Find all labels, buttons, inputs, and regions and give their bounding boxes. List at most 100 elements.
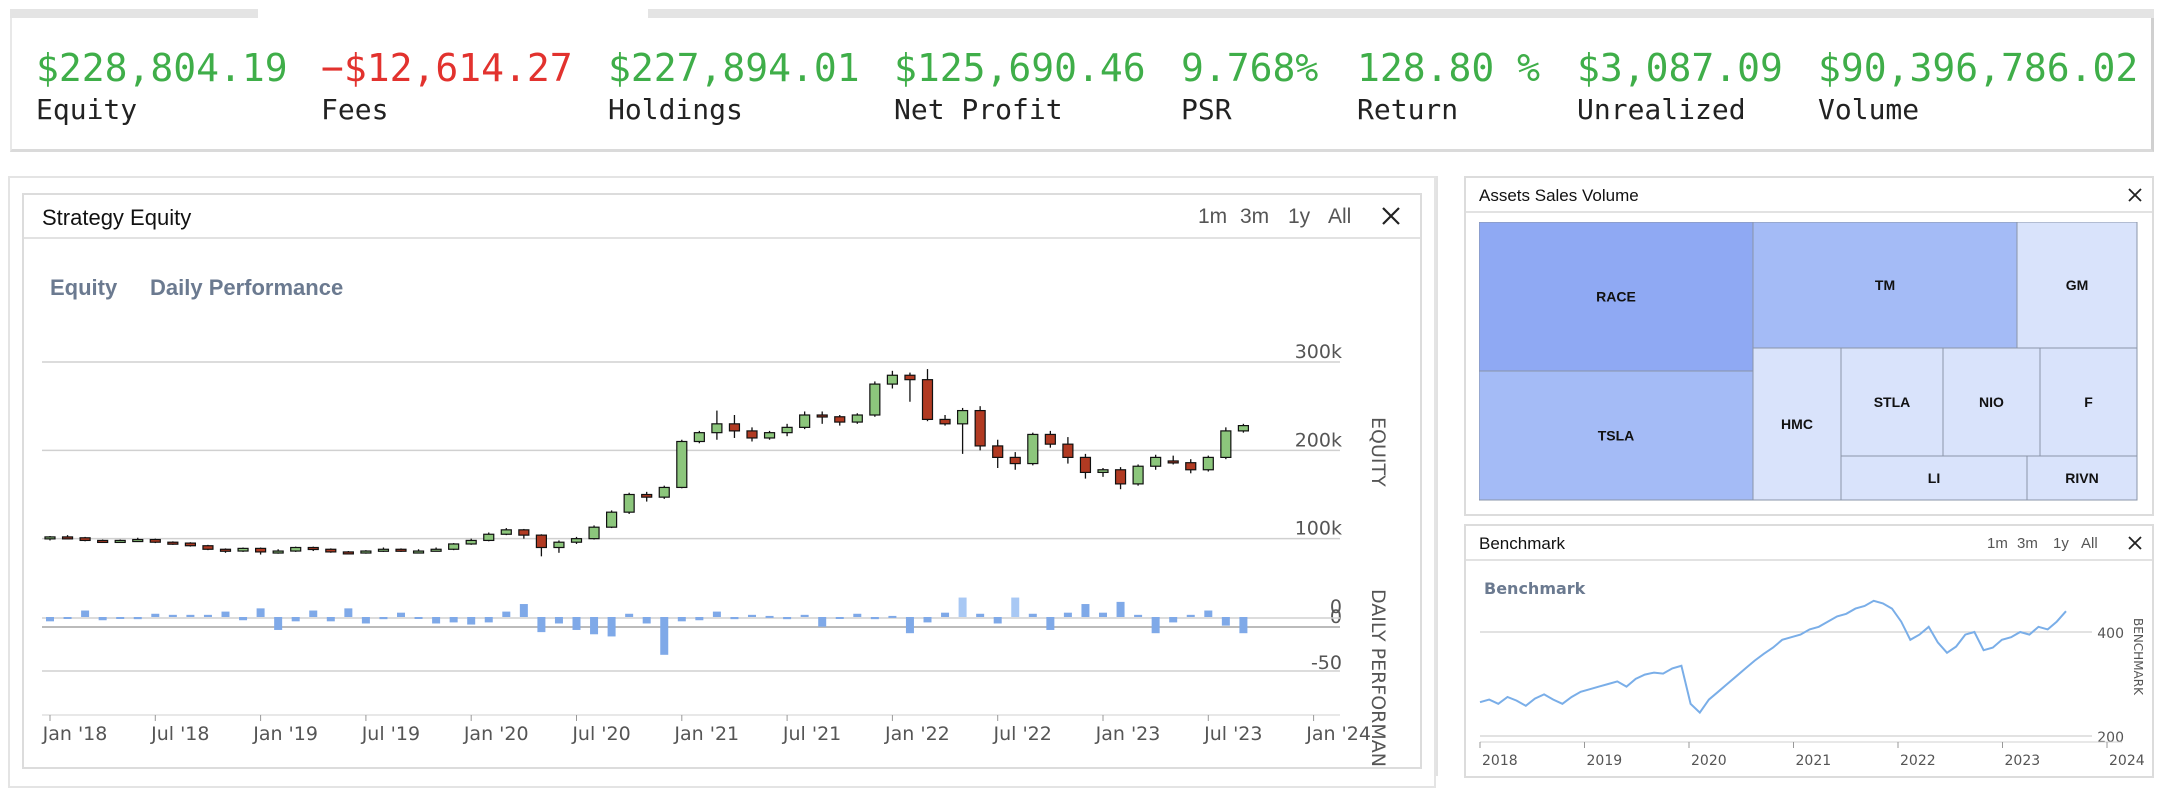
treemap-tile-label: TM	[1875, 277, 1895, 293]
equity-candle	[799, 414, 811, 428]
panel-header-divider	[1466, 559, 2152, 561]
performance-bar	[976, 613, 985, 617]
x-axis-tick-label: Jan '22	[884, 723, 950, 745]
equity-chart: 300k 200k 100k 0 EQUITY 0 -50 DAILY PERFORMANCE…	[42, 341, 1389, 767]
equity-candle	[658, 486, 670, 498]
treemap-tile	[2039, 347, 2138, 457]
range-1y-button[interactable]: 1y	[1288, 205, 1311, 228]
benchmark-axis-label: BENCHMARK	[2131, 618, 2145, 696]
stat-label: PSR	[1181, 93, 1232, 126]
performance-bar	[397, 612, 405, 617]
performance-bar	[432, 617, 441, 624]
equity-candle	[623, 493, 635, 513]
equity-candle	[1132, 465, 1144, 485]
performance-bar	[642, 617, 651, 624]
equity-candle	[1185, 462, 1197, 471]
range-all-button[interactable]: All	[1328, 205, 1352, 228]
performance-bar	[116, 617, 125, 619]
top-scroll-bar-right	[648, 9, 2154, 18]
equity-candle	[570, 538, 583, 543]
tab-daily-performance[interactable]: Daily Performance	[150, 275, 344, 300]
performance-bar	[1063, 612, 1072, 617]
equity-candle	[167, 541, 179, 545]
close-icon[interactable]	[1380, 205, 1402, 227]
performance-bar	[783, 617, 792, 620]
x-axis-tick-label: Jul '19	[361, 723, 420, 745]
equity-candle	[255, 547, 267, 553]
performance-bar	[888, 615, 897, 618]
performance-bar	[1011, 597, 1020, 617]
stat-value: $90,396,786.02	[1818, 46, 2139, 90]
performance-bar	[905, 617, 914, 634]
equity-candle	[869, 383, 881, 416]
x-axis-tick-label: Jan '19	[252, 723, 318, 745]
equity-candle	[1220, 430, 1232, 458]
performance-bar	[133, 617, 142, 620]
equity-candle	[360, 550, 372, 554]
equity-y-tick-label: 0	[1330, 606, 1342, 628]
performance-bar	[607, 617, 616, 637]
equity-candle	[939, 418, 951, 425]
equity-candle	[1114, 469, 1127, 485]
benchmark-y-tick-label: 200	[2097, 730, 2124, 746]
benchmark-x-tick-label: 2024	[2109, 753, 2145, 769]
performance-bar	[1151, 617, 1160, 634]
equity-candle	[851, 414, 863, 423]
tab-equity[interactable]: Equity	[50, 275, 118, 300]
x-axis-tick-label: Jul '18	[150, 723, 209, 745]
performance-bar	[660, 617, 669, 655]
equity-candle	[711, 423, 723, 434]
close-icon[interactable]	[2126, 186, 2144, 204]
performance-bar	[1186, 614, 1195, 617]
performance-bar	[467, 617, 476, 625]
equity-candle	[342, 551, 354, 555]
performance-bar	[958, 597, 967, 617]
treemap-tile-label: GM	[2066, 277, 2089, 293]
performance-bar	[993, 617, 1002, 624]
equity-candle	[61, 536, 74, 540]
treemap-tile	[2026, 455, 2138, 501]
performance-bar	[765, 615, 774, 618]
performance-bar	[46, 617, 54, 622]
treemap-tile-label: F	[2084, 394, 2093, 410]
range-all-button[interactable]: All	[2081, 535, 2098, 552]
performance-bar	[239, 617, 248, 621]
performance-bar	[835, 617, 844, 619]
performance-bar	[625, 613, 634, 617]
close-icon-glyph	[1382, 207, 1400, 225]
range-1m-button[interactable]: 1m	[1987, 535, 2008, 552]
stat-value: $125,690.46	[894, 46, 1146, 90]
performance-bar	[186, 614, 195, 617]
equity-candle	[500, 529, 512, 535]
stat-value: $227,894.01	[608, 46, 860, 90]
equity-candle	[781, 426, 793, 434]
equity-candle	[518, 529, 530, 536]
x-axis-tick-label: Jan '21	[673, 723, 739, 745]
equity-candle	[763, 432, 776, 439]
equity-candle	[746, 430, 758, 439]
stat-net-profit: $125,690.46 Net Profit	[894, 46, 1146, 128]
close-icon[interactable]	[2126, 534, 2144, 552]
performance-bar	[81, 610, 90, 617]
equity-candle	[1079, 456, 1092, 474]
equity-candle	[1237, 425, 1250, 432]
stat-label: Return	[1357, 93, 1459, 126]
performance-bar	[677, 617, 686, 622]
treemap-tile	[1479, 370, 1754, 501]
treemap-tile	[1840, 347, 1944, 457]
range-1m-button[interactable]: 1m	[1198, 205, 1228, 228]
equity-candle	[921, 379, 934, 421]
treemap-tile-label: TSLA	[1598, 428, 1635, 444]
performance-y-tick-label: 0	[1330, 596, 1342, 618]
equity-axis-label: EQUITY	[1367, 417, 1389, 487]
range-3m-button[interactable]: 3m	[2017, 535, 2038, 552]
performance-bar	[98, 617, 107, 621]
treemap-tile-label: LI	[1928, 470, 1940, 486]
stat-label: Fees	[321, 93, 389, 126]
equity-candle	[1167, 460, 1179, 464]
treemap-tile-label: HMC	[1781, 416, 1813, 432]
range-3m-button[interactable]: 3m	[1240, 205, 1270, 228]
range-1y-button[interactable]: 1y	[2053, 535, 2069, 552]
stat-value: 128.80 %	[1357, 46, 1541, 90]
stat-label: Holdings	[608, 93, 743, 126]
